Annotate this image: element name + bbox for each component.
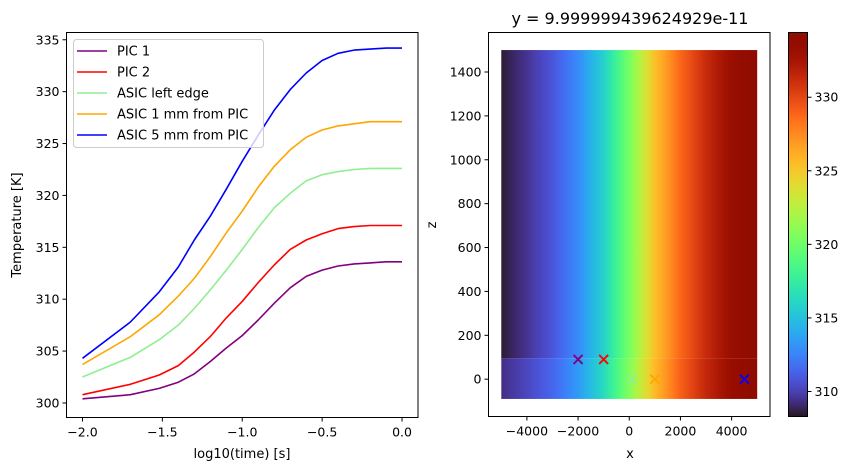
x-tick-label: −1.0	[227, 425, 257, 440]
legend-entry: ASIC 1 mm from PIC	[117, 108, 248, 123]
heatmap-lower-strip	[501, 358, 758, 399]
y-tick-label: 310	[36, 292, 60, 307]
colorbar-gradient	[788, 32, 808, 417]
colorbar-tick-label: 320	[815, 237, 839, 252]
x-tick-label: −0.5	[307, 425, 337, 440]
right-y-axis-label: z	[425, 221, 440, 228]
x-tick-label: −2.0	[67, 425, 97, 440]
legend-entry: ASIC left edge	[117, 87, 209, 102]
marker-x	[572, 354, 584, 365]
x-tick-label: −2000	[557, 424, 599, 439]
left-x-axis-label: log10(time) [s]	[194, 447, 291, 462]
x-tick-label: −4000	[506, 424, 548, 439]
y-tick-label: 305	[36, 344, 60, 359]
x-tick-label: 0.0	[392, 425, 412, 440]
y-tick-label: 1000	[450, 152, 482, 167]
colorbar-tick-label: 310	[815, 384, 839, 399]
x-tick-label: 0	[625, 424, 633, 439]
colorbar-tick-label: 315	[815, 310, 839, 325]
left-y-axis-label: Temperature [K]	[10, 172, 25, 278]
y-tick-label: 315	[36, 240, 60, 255]
y-tick-label: 330	[36, 84, 60, 99]
marker-stroke	[649, 374, 660, 385]
series-line-1	[82, 260, 402, 400]
colorbar-tick-label: 330	[815, 90, 839, 105]
y-tick-label: 335	[36, 32, 60, 47]
marker-x	[739, 374, 750, 385]
x-tick-label: 4000	[716, 424, 748, 439]
x-tick-label: −1.5	[147, 425, 177, 440]
heatmap-field	[501, 50, 758, 359]
colorbar-tick-label: 325	[815, 163, 839, 178]
marker-x	[598, 354, 609, 365]
legend-entry: ASIC 5 mm from PIC	[117, 129, 248, 144]
y-tick-label: 0	[474, 372, 482, 387]
legend: PIC 1 PIC 2 ASIC left edge ASIC 1 mm from P…	[73, 39, 264, 148]
marker-x	[649, 374, 660, 385]
y-tick-label: 320	[36, 188, 60, 203]
heatmap-title: y = 9.999999439624929e-11	[512, 9, 749, 28]
marker-stroke	[739, 374, 750, 385]
y-tick-label: 800	[458, 196, 482, 211]
marker-stroke	[572, 354, 584, 365]
legend-entry: PIC 1	[117, 45, 150, 60]
y-tick-label: 1400	[450, 64, 482, 79]
legend-entry: PIC 2	[117, 66, 150, 81]
y-tick-label: 1200	[450, 108, 482, 123]
colorbar: 310 315 320 325 330	[788, 32, 839, 417]
series-line-3	[82, 167, 402, 378]
marker-stroke	[626, 374, 637, 385]
marker-x	[626, 374, 637, 385]
heatmap-chart: y = 9.999999439624929e-11 −4000 −2000 0 200…	[425, 9, 838, 462]
line-chart: −2.0 −1.5 −1.0 −0.5 0.0 300 305 310 315 320 325 330…	[10, 32, 419, 462]
series-line-2	[82, 224, 402, 396]
series-line-4	[82, 120, 402, 366]
y-tick-label: 300	[36, 395, 60, 410]
x-tick-label: 2000	[665, 424, 697, 439]
y-tick-label: 400	[458, 284, 482, 299]
y-tick-label: 200	[458, 328, 482, 343]
series-line-5	[82, 47, 402, 359]
y-tick-label: 600	[458, 240, 482, 255]
marker-stroke	[598, 354, 609, 365]
right-x-axis-label: x	[626, 447, 634, 462]
y-tick-label: 325	[36, 136, 60, 151]
legend-box	[73, 39, 264, 148]
